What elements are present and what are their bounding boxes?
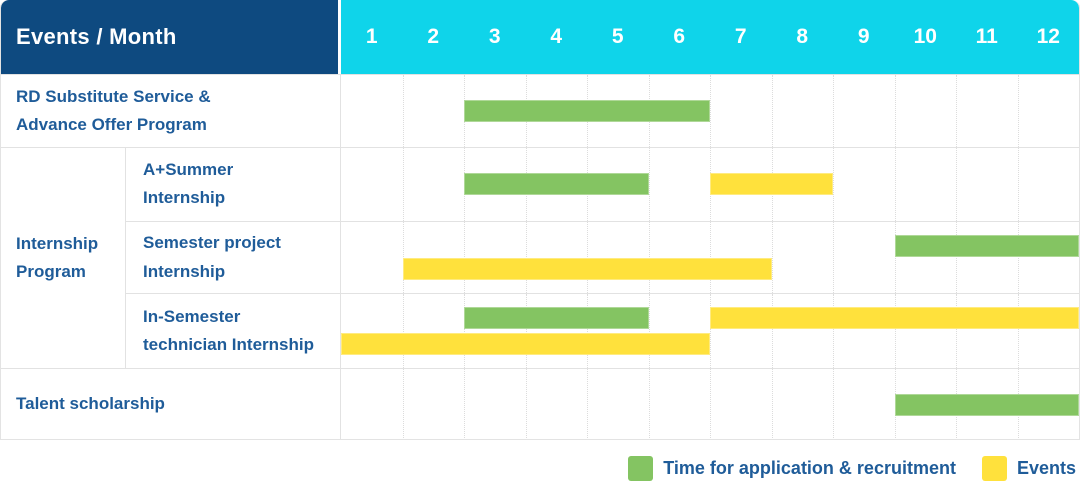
legend-swatch-recruitment [628, 455, 654, 481]
legend-label-recruitment: Time for application & recruitment [663, 457, 956, 478]
gantt-bar-event [710, 307, 1079, 330]
month-header-cell-7: 7 [734, 25, 747, 48]
month-gridline [402, 148, 404, 221]
month-header-cell-10: 10 [913, 25, 937, 48]
legend-label-event: Events [1016, 457, 1076, 478]
month-gridline [771, 369, 773, 439]
month-gridline [956, 148, 957, 221]
month-header-cell-4: 4 [550, 25, 563, 48]
gantt-bar-recruitment [464, 307, 649, 330]
internship-subrows: A+Summer Internship Semester project Int… [126, 148, 1079, 368]
month-gridline [710, 294, 711, 368]
month-gridline [464, 221, 465, 294]
row-talent-scholarship: Talent scholarship [1, 368, 1079, 439]
month-gridline [402, 75, 404, 147]
gantt-bar-recruitment [894, 393, 1079, 416]
month-gridline [894, 148, 896, 221]
row-rd-substitute: RD Substitute Service & Advance Offer Pr… [1, 74, 1079, 147]
month-gridline [833, 75, 834, 147]
row-label-talent-scholarship: Talent scholarship [1, 369, 341, 439]
month-gridline [587, 294, 588, 368]
month-gridline [464, 369, 465, 439]
month-header-cell-9: 9 [857, 25, 870, 48]
month-header-cell-11: 11 [975, 25, 998, 48]
group-label-internship-program: Internship Program [1, 148, 126, 368]
month-gridline [833, 294, 834, 368]
month-gridline [771, 75, 773, 147]
row-label-a-summer-internship: A+Summer Internship [126, 148, 341, 221]
month-gridline [402, 221, 404, 294]
gantt-bar-event [710, 173, 833, 196]
month-header-cell-1: 1 [365, 25, 378, 48]
month-gridline [956, 294, 957, 368]
month-gridline [587, 221, 588, 294]
month-header-cell-6: 6 [673, 25, 686, 48]
row-in-semester-technician-internship: In-Semester technician Internship [126, 293, 1079, 368]
month-gridline [648, 369, 650, 439]
gantt-bar-recruitment [464, 173, 649, 196]
month-gridline [1017, 148, 1019, 221]
chart-lane-semester-project [341, 221, 1079, 294]
month-gridline [525, 294, 527, 368]
table-header: Events / Month 1 2 3 4 5 6 7 8 9 10 11 12 [1, 0, 1079, 74]
month-header-cell-2: 2 [427, 25, 440, 48]
month-gridline [1017, 221, 1019, 294]
month-gridline [833, 148, 834, 221]
month-gridline [833, 369, 834, 439]
gantt-table: Events / Month 1 2 3 4 5 6 7 8 9 10 11 12 RD Substi… [0, 0, 1080, 440]
row-label-semester-project-internship: Semester project Internship [126, 221, 341, 294]
gantt-bar-event [341, 333, 710, 355]
month-gridline [648, 148, 650, 221]
month-gridline [833, 221, 834, 294]
month-gridline [771, 221, 773, 294]
legend-item-event: Events [981, 455, 1076, 481]
month-gridline [402, 369, 404, 439]
row-semester-project-internship: Semester project Internship [126, 220, 1079, 294]
header-title-cell: Events / Month [1, 0, 341, 74]
month-header-cell-5: 5 [611, 25, 624, 48]
chart-lane-rd-substitute [341, 75, 1079, 147]
month-gridline [710, 369, 711, 439]
month-gridline [464, 294, 465, 368]
row-label-in-semester-technician-internship: In-Semester technician Internship [126, 294, 341, 368]
legend-swatch-event [981, 455, 1007, 481]
month-gridline [771, 294, 773, 368]
month-header-cell-8: 8 [796, 25, 809, 48]
month-gridline [648, 221, 650, 294]
gantt-bar-recruitment [464, 100, 710, 122]
chart-lane-in-semester [341, 294, 1079, 368]
month-gridline [525, 221, 527, 294]
month-gridline [587, 369, 588, 439]
month-gridline [525, 369, 527, 439]
month-header-cell-3: 3 [488, 25, 501, 48]
month-gridline [894, 221, 896, 294]
chart-lane-talent-scholarship [341, 369, 1079, 439]
row-label-rd-substitute: RD Substitute Service & Advance Offer Pr… [1, 75, 341, 147]
month-gridline [956, 221, 957, 294]
month-gridline [894, 75, 896, 147]
month-gridline [402, 294, 404, 368]
month-gridline [1017, 75, 1019, 147]
month-gridline [1017, 294, 1019, 368]
legend-item-recruitment: Time for application & recruitment [628, 455, 956, 481]
group-internship-program: Internship Program A+Summer Internship S… [1, 147, 1079, 368]
chart-lane-a-summer [341, 148, 1079, 221]
month-gridline [956, 75, 957, 147]
month-gridline [710, 221, 711, 294]
gantt-bar-event [402, 258, 772, 281]
chart-legend: Time for application & recruitment Events [628, 452, 1076, 484]
month-header-row: 1 2 3 4 5 6 7 8 9 10 11 12 [341, 0, 1079, 74]
month-gridline [648, 294, 650, 368]
month-header-cell-12: 12 [1036, 25, 1060, 48]
month-gridline [894, 294, 896, 368]
month-gridline [710, 75, 711, 147]
row-a-summer-internship: A+Summer Internship [126, 148, 1079, 221]
gantt-bar-recruitment [894, 234, 1079, 257]
